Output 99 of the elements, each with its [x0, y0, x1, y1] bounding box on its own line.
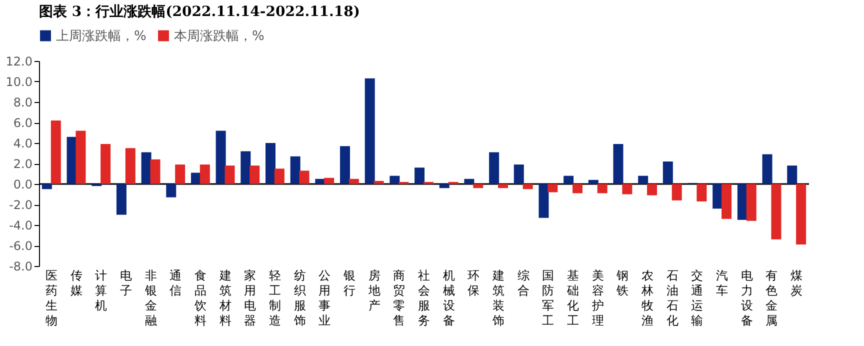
- x-tick-label: 传媒: [70, 268, 82, 298]
- bar: [564, 176, 574, 184]
- y-tick-label: -2.0: [9, 198, 32, 212]
- bar: [622, 184, 632, 194]
- x-tick-label: 美容护理: [590, 268, 604, 328]
- y-tick-label: 8.0: [13, 96, 32, 110]
- bar: [588, 180, 598, 184]
- bar: [374, 180, 384, 184]
- bar: [299, 170, 310, 184]
- bar: [175, 164, 186, 184]
- bar: [771, 184, 782, 240]
- x-tick-label: 国防军工: [542, 268, 554, 328]
- x-tick-label: 综合: [517, 268, 530, 298]
- bar: [696, 184, 707, 202]
- bar: [390, 176, 400, 184]
- x-tick-label: 轻工制造: [268, 268, 281, 328]
- x-tick-label: 纺织服饰: [292, 268, 306, 328]
- x-tick-label: 房地产: [367, 268, 380, 312]
- bar: [796, 184, 806, 244]
- x-tick-label: 计算机: [95, 268, 108, 312]
- bar: [722, 184, 732, 219]
- x-tick-label: 建筑材料: [218, 268, 232, 328]
- bar: [76, 130, 86, 184]
- x-tick-label: 银行: [342, 268, 356, 298]
- x-tick-label: 机械设备: [442, 268, 455, 328]
- bar: [787, 166, 798, 184]
- bar: [166, 184, 176, 198]
- chart-title: 图表 3：行业涨跌幅(2022.11.14-2022.11.18): [39, 4, 360, 20]
- bar: [597, 184, 608, 194]
- x-tick-label: 电力设备: [740, 268, 753, 328]
- bar: [737, 184, 748, 220]
- bar: [340, 146, 350, 184]
- x-tick-label: 公用事业: [318, 268, 331, 328]
- bar: [240, 151, 251, 184]
- bar: [414, 168, 425, 184]
- y-tick-label: 4.0: [13, 136, 32, 150]
- bar: [42, 184, 52, 190]
- bar: [538, 184, 549, 218]
- bar: [498, 184, 508, 188]
- y-tick-label: 2.0: [13, 157, 32, 171]
- x-tick-label: 商贸零售: [393, 268, 406, 328]
- x-tick-label: 交通运输: [691, 268, 704, 328]
- x-tick-label: 环保: [468, 268, 480, 298]
- bar: [265, 143, 276, 184]
- bar: [638, 176, 648, 184]
- bar: [150, 159, 160, 184]
- bar: [125, 148, 136, 184]
- bar: [116, 184, 126, 215]
- x-tick-label: 石油石化: [666, 268, 678, 328]
- bar: [439, 184, 450, 188]
- y-tick-label: -6.0: [9, 239, 32, 253]
- x-tick-label: 食品饮料: [193, 268, 206, 328]
- x-tick-label: 建筑装饰: [492, 268, 505, 328]
- bar: [190, 172, 201, 184]
- bar: [762, 154, 772, 184]
- bar: [50, 120, 61, 184]
- bar: [290, 156, 300, 184]
- x-tick-label: 电子: [120, 268, 132, 298]
- bar: [489, 152, 500, 184]
- y-tick-label: 10.0: [6, 75, 32, 89]
- bar: [514, 164, 524, 184]
- bar: [274, 168, 284, 184]
- x-tick-label: 家用电器: [244, 268, 256, 328]
- bar: [224, 166, 235, 184]
- y-tick-label: -4.0: [9, 218, 32, 232]
- bar: [572, 184, 583, 194]
- legend-label: 本周涨跌幅，%: [174, 28, 264, 44]
- bar: [473, 184, 484, 188]
- legend-label: 上周涨跌幅，%: [56, 28, 146, 44]
- y-tick-label: 6.0: [13, 116, 32, 130]
- x-tick-label: 基础化工: [566, 268, 580, 328]
- x-tick-label: 农林牧渔: [640, 268, 654, 328]
- y-tick-label: 0.0: [13, 178, 32, 192]
- bar: [746, 184, 756, 221]
- bar: [100, 144, 111, 184]
- x-tick-label: 有色金属: [766, 268, 778, 328]
- x-tick-label: 社会服务: [418, 268, 430, 328]
- y-tick-label: -8.0: [9, 260, 32, 274]
- bar: [216, 130, 226, 184]
- x-tick-label: 通信: [170, 268, 182, 298]
- x-tick-label: 钢铁: [616, 268, 629, 298]
- bar: [250, 166, 260, 184]
- bar: [712, 184, 723, 209]
- bar: [464, 178, 474, 184]
- bar: [348, 178, 359, 184]
- bar: [200, 164, 210, 184]
- bar: [647, 184, 658, 196]
- y-tick-label: 12.0: [6, 54, 32, 68]
- x-tick-label: 医药生物: [45, 268, 58, 328]
- bar: [324, 178, 334, 184]
- bar: [662, 161, 673, 184]
- x-tick-label: 非银金融: [144, 268, 157, 328]
- bar: [364, 78, 375, 184]
- bar: [613, 144, 624, 184]
- x-tick-label: 汽车: [716, 268, 728, 298]
- bar: [672, 184, 682, 200]
- x-tick-label: 煤炭: [790, 268, 803, 298]
- bar: [522, 184, 533, 190]
- bar: [548, 184, 558, 192]
